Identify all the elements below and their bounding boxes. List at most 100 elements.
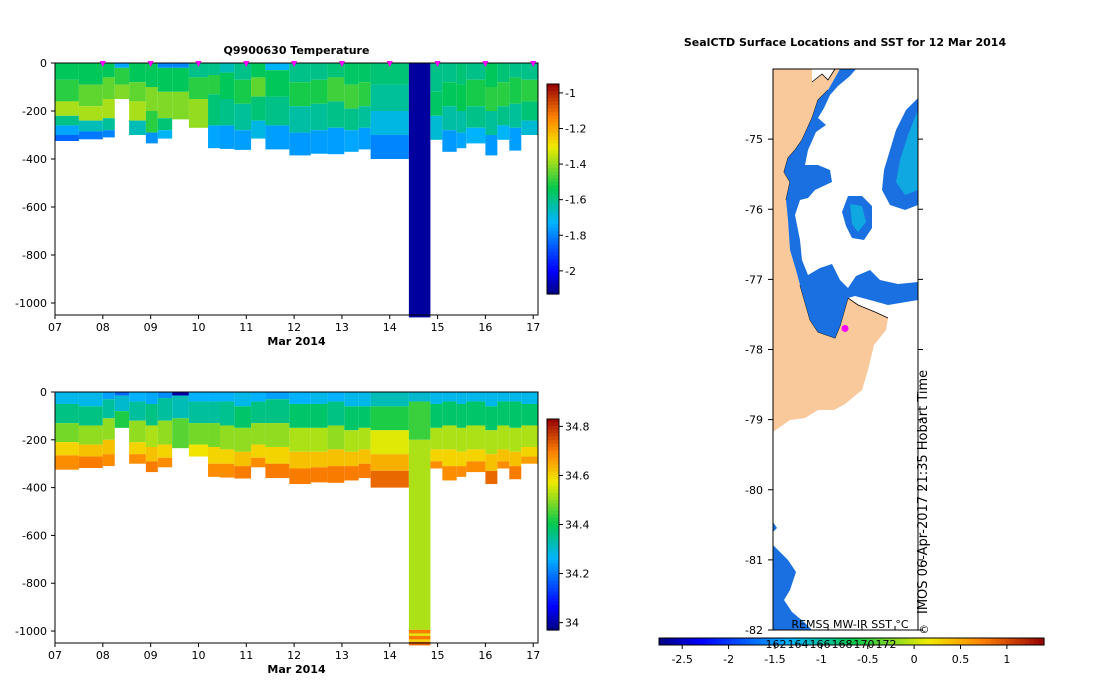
data-cell: [145, 63, 158, 87]
colorbar-segment: [547, 94, 559, 99]
profile-column: [55, 63, 79, 141]
data-cell: [408, 633, 431, 636]
profile-column: [157, 392, 173, 468]
colorbar-segment: [991, 638, 997, 645]
colorbar-segment: [803, 638, 809, 645]
profile-marker: [147, 61, 154, 67]
data-cell: [521, 63, 538, 80]
colorbar-segment: [547, 136, 559, 141]
data-cell: [310, 392, 328, 404]
colorbar-segment: [547, 545, 559, 550]
data-cell: [485, 454, 498, 471]
colorbar-segment: [547, 171, 559, 176]
x-axis-label: Mar 2014: [267, 663, 326, 676]
y-tick-label: -800: [22, 249, 47, 262]
colorbar-segment: [547, 290, 559, 295]
profile-column: [310, 392, 328, 483]
colorbar-tick-label: 34.2: [565, 568, 590, 581]
data-cell: [358, 392, 371, 407]
data-cell: [78, 120, 103, 132]
data-cell: [129, 454, 146, 464]
data-cell: [289, 132, 311, 156]
colorbar-segment: [547, 619, 559, 624]
data-cell: [234, 466, 252, 479]
colorbar-segment: [547, 168, 559, 173]
colorbar-segment: [918, 638, 925, 645]
data-cell: [408, 63, 431, 318]
sst-coastal-water: [784, 69, 918, 338]
data-cell: [251, 457, 266, 468]
data-cell: [102, 439, 115, 455]
data-cell: [114, 63, 130, 68]
data-cell: [265, 70, 290, 97]
profile-column: [129, 63, 146, 135]
profile-column: [442, 392, 457, 481]
colorbar-segment: [547, 489, 559, 494]
colorbar-tick-label: -0.5: [857, 653, 878, 666]
data-cell: [289, 403, 311, 428]
lat-tick-label: -81: [745, 554, 763, 567]
colorbar-segment: [547, 280, 559, 285]
colorbar-segment: [547, 426, 559, 431]
x-tick-label: 17: [526, 649, 540, 662]
data-cell: [188, 392, 209, 402]
lon-tick-label: 172: [876, 638, 897, 651]
data-cell: [466, 63, 486, 80]
data-cell: [289, 63, 311, 83]
colorbar-tick-label: 34.4: [565, 519, 590, 532]
data-cell: [188, 63, 209, 78]
profile-marker: [99, 61, 106, 67]
copyright-symbol: ©: [919, 623, 930, 636]
data-cell: [129, 120, 146, 135]
data-cell: [408, 629, 431, 634]
data-cell: [289, 82, 311, 107]
data-cell: [310, 79, 328, 104]
colorbar-segment: [547, 283, 559, 288]
data-cell: [485, 135, 498, 156]
lon-tick-label: 168: [832, 638, 853, 651]
profile-column: [344, 392, 359, 481]
data-cell: [208, 63, 220, 75]
data-cell: [310, 451, 328, 468]
colorbar-segment: [547, 475, 559, 480]
data-cell: [55, 455, 79, 470]
colorbar-segment: [547, 573, 559, 578]
colorbar-segment: [547, 213, 559, 218]
colorbar-segment: [697, 638, 703, 645]
colorbar-segment: [707, 638, 713, 645]
plot-frame: [54, 391, 539, 644]
colorbar-tick-label: 34.8: [565, 420, 590, 433]
data-cell: [358, 463, 371, 479]
profile-marker: [530, 61, 537, 67]
profile-column: [485, 63, 498, 156]
colorbar-segment: [547, 598, 559, 603]
colorbar-segment: [1029, 638, 1035, 645]
data-cell: [234, 79, 252, 104]
data-cell: [456, 63, 467, 85]
colorbar-segment: [947, 638, 954, 645]
data-cell: [251, 401, 266, 424]
data-cell: [466, 461, 486, 473]
data-cell: [251, 77, 266, 97]
data-cell: [344, 451, 359, 467]
data-cell: [219, 463, 235, 478]
profile-column: [55, 392, 79, 470]
data-cell: [145, 461, 158, 473]
colorbar-segment: [547, 87, 559, 92]
colorbar-segment: [846, 638, 853, 645]
colorbar-segment: [547, 161, 559, 166]
x-tick-label: 08: [96, 649, 110, 662]
colorbar-segment: [856, 638, 862, 645]
data-cell: [466, 79, 486, 107]
data-cell: [310, 63, 328, 80]
data-cell: [55, 125, 79, 135]
data-cell: [497, 82, 510, 107]
colorbar-segment: [547, 454, 559, 459]
colorbar-segment: [547, 615, 559, 621]
colorbar-segment: [861, 638, 867, 645]
profile-column: [251, 392, 266, 468]
colorbar-segment: [788, 638, 795, 645]
colorbar-segment: [547, 178, 559, 183]
x-tick-label: 12: [287, 649, 301, 662]
data-cell: [55, 442, 79, 456]
